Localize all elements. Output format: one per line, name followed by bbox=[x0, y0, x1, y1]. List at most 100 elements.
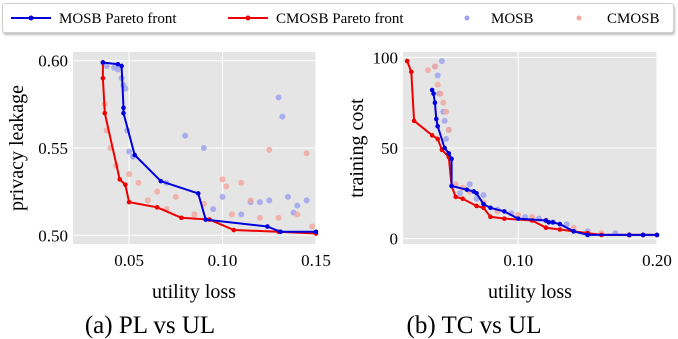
pareto-marker bbox=[203, 217, 209, 222]
pareto-marker bbox=[474, 203, 479, 209]
scatter-point bbox=[103, 62, 110, 69]
scatter-point bbox=[480, 192, 487, 199]
scatter-point bbox=[294, 211, 301, 218]
legend-items: MOSB Pareto front CMOSB Pareto front MOSB C… bbox=[11, 11, 660, 27]
scatter-point bbox=[437, 90, 444, 97]
pareto-marker bbox=[432, 100, 438, 106]
scatter-point bbox=[256, 199, 263, 206]
pareto-marker bbox=[123, 182, 128, 187]
y-tick-label: 0.55 bbox=[38, 139, 68, 158]
y-tick-label: 0.50 bbox=[38, 226, 68, 245]
pareto-marker bbox=[117, 177, 123, 182]
scatter-point bbox=[456, 190, 463, 197]
scatter-point bbox=[135, 179, 142, 186]
x-tick-label: 0.05 bbox=[114, 251, 144, 270]
scatter-point bbox=[438, 58, 445, 65]
pareto-marker bbox=[435, 136, 440, 142]
scatter-point bbox=[570, 224, 577, 231]
legend-entry: CMOSB bbox=[576, 11, 660, 27]
scatter-point bbox=[114, 66, 121, 73]
pareto-marker bbox=[434, 116, 439, 122]
legend-dot-swatch bbox=[464, 15, 470, 21]
pareto-marker bbox=[571, 229, 577, 234]
scatter-point bbox=[424, 67, 431, 74]
legend-marker bbox=[245, 15, 251, 21]
scatter-point bbox=[238, 211, 245, 218]
scatter-point bbox=[191, 211, 198, 218]
pareto-marker bbox=[460, 196, 465, 202]
pareto-marker bbox=[502, 216, 507, 221]
scatter-point bbox=[294, 202, 301, 209]
pareto-marker bbox=[119, 63, 124, 69]
scatter-point bbox=[182, 132, 189, 139]
pareto-marker bbox=[543, 225, 549, 230]
pareto-marker bbox=[550, 219, 556, 225]
pareto-marker bbox=[557, 227, 563, 232]
scatter-point bbox=[126, 171, 133, 178]
pareto-marker bbox=[640, 232, 646, 238]
pareto-marker bbox=[121, 105, 126, 111]
pareto-marker bbox=[195, 191, 201, 196]
pareto-marker bbox=[265, 224, 270, 229]
y-axis-title: privacy leakage bbox=[6, 85, 28, 211]
chart-panel-1: 0.05 0.10 0.15 0.50 0.55 0.60 utility loss priv… bbox=[6, 52, 331, 339]
pareto-marker bbox=[449, 183, 454, 189]
scatter-point bbox=[144, 197, 151, 204]
scatter-point bbox=[275, 214, 282, 221]
pareto-marker bbox=[100, 60, 106, 65]
x-axis-title: utility loss bbox=[152, 281, 236, 303]
scatter-point bbox=[219, 193, 226, 200]
scatter-point bbox=[223, 183, 230, 190]
scatter-point bbox=[122, 85, 129, 92]
pareto-marker bbox=[409, 69, 414, 75]
pareto-marker bbox=[481, 205, 486, 211]
scatter-point bbox=[466, 181, 473, 188]
pareto-marker bbox=[488, 205, 493, 211]
pareto-marker bbox=[442, 145, 447, 151]
pareto-marker bbox=[474, 190, 479, 196]
legend-entry: MOSB bbox=[464, 11, 534, 27]
scatter-point bbox=[126, 148, 133, 155]
pareto-marker bbox=[429, 87, 435, 93]
y-tick-label: 0.60 bbox=[38, 52, 68, 71]
scatter-point bbox=[228, 211, 235, 218]
pareto-marker bbox=[585, 232, 590, 238]
pareto-marker bbox=[626, 232, 632, 238]
scatter-point bbox=[434, 72, 441, 79]
scatter-point bbox=[434, 81, 441, 88]
y-axis-title: training cost bbox=[346, 98, 368, 198]
x-tick-label: 0.10 bbox=[208, 251, 238, 270]
scatter-point bbox=[154, 188, 161, 195]
scatter-point bbox=[279, 113, 286, 120]
scatter-point bbox=[563, 221, 570, 228]
panel-caption: (b) TC vs UL bbox=[407, 312, 542, 339]
y-tick-label: 100 bbox=[373, 48, 399, 67]
scatter-point bbox=[266, 146, 273, 153]
scatter-point bbox=[309, 223, 316, 230]
pareto-marker bbox=[102, 110, 108, 116]
pareto-marker bbox=[654, 232, 660, 238]
pareto-marker bbox=[431, 91, 436, 96]
pareto-marker bbox=[488, 214, 493, 220]
legend-entry: MOSB Pareto front bbox=[11, 11, 177, 27]
scatter-point bbox=[210, 206, 217, 213]
pareto-marker bbox=[154, 205, 160, 210]
x-tick-label: 0.20 bbox=[642, 251, 672, 270]
x-tick-label: 0.15 bbox=[301, 251, 331, 270]
legend-label: CMOSB Pareto front bbox=[276, 11, 404, 27]
scatter-point bbox=[266, 197, 273, 204]
pareto-marker bbox=[449, 156, 454, 162]
pareto-marker bbox=[126, 199, 132, 205]
x-tick-label: 0.10 bbox=[503, 251, 533, 270]
scatter-point bbox=[256, 214, 263, 221]
pareto-marker bbox=[429, 133, 435, 138]
y-tick-label: 0 bbox=[390, 230, 399, 249]
y-tick-label: 50 bbox=[381, 139, 398, 158]
pareto-marker bbox=[278, 229, 283, 235]
pareto-marker bbox=[158, 178, 164, 184]
scatter-point bbox=[172, 193, 179, 200]
scatter-point bbox=[529, 213, 536, 220]
pareto-marker bbox=[100, 75, 106, 81]
x-axis-title: utility loss bbox=[488, 281, 572, 303]
pareto-marker bbox=[132, 152, 137, 158]
